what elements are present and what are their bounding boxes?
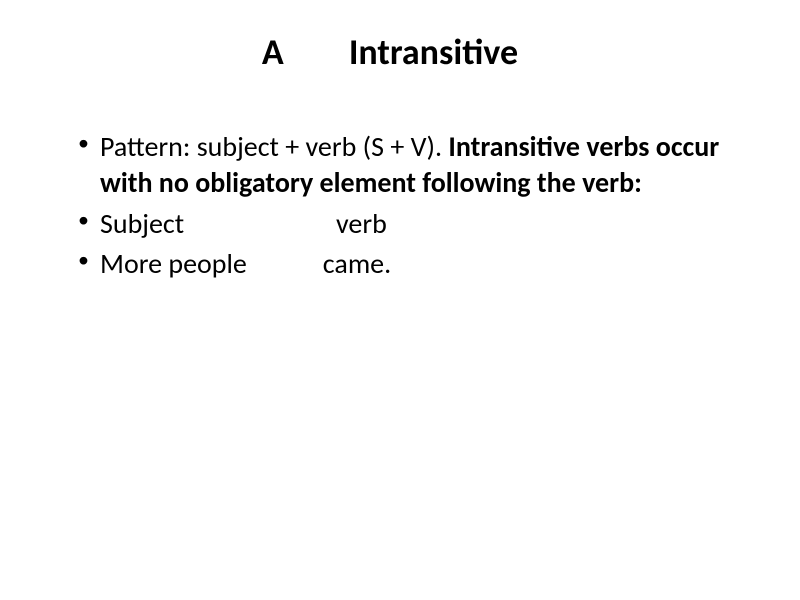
bullet-item: More people came. <box>78 246 730 282</box>
bullet-text: More people came. <box>100 246 391 281</box>
bullet-text-prefix: Pattern: subject + verb (S + V). <box>100 129 448 164</box>
bullet-item: Subject verb <box>78 206 730 242</box>
bullet-item: Pattern: subject + verb (S + V). Intrans… <box>78 129 730 202</box>
slide-content: Pattern: subject + verb (S + V). Intrans… <box>50 129 730 283</box>
slide-title: A Intransitive <box>50 30 730 74</box>
bullet-text: Subject verb <box>100 206 387 241</box>
